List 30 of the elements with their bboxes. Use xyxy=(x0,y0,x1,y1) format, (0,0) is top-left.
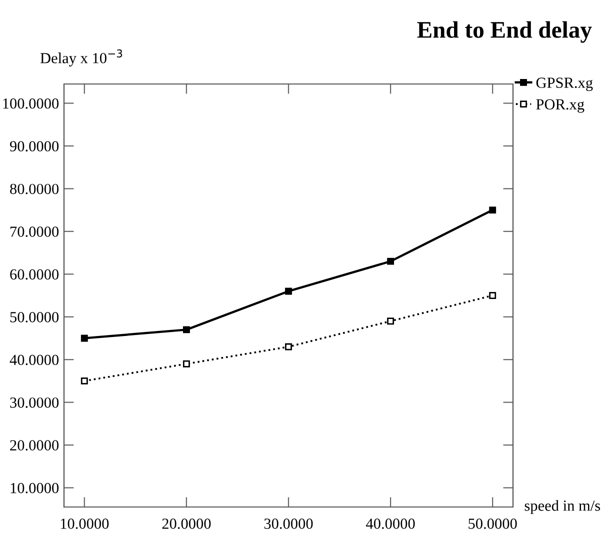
point xyxy=(285,343,292,350)
y-tick-label: 90.0000 xyxy=(10,141,59,152)
point xyxy=(387,318,394,325)
y-tick-label: 60.0000 xyxy=(10,269,59,280)
point xyxy=(387,258,394,265)
point xyxy=(80,334,88,342)
x-tick-label: 40.0000 xyxy=(366,518,415,529)
chart-title: End to End delay xyxy=(417,21,592,43)
y-tick-label: 20.0000 xyxy=(10,440,59,451)
x-tick-label: 50.0000 xyxy=(468,518,517,529)
x-axis-title: speed in m/s xyxy=(524,500,600,514)
legend-label: GPSR.xg xyxy=(536,78,593,92)
x-tick-label: 20.0000 xyxy=(162,518,211,529)
y-tick-label: 50.0000 xyxy=(10,312,59,322)
x-tick-label: 30.0000 xyxy=(264,518,313,529)
point xyxy=(489,206,496,214)
y-tick-label: 10.0000 xyxy=(10,482,59,494)
y-tick-label: 40.0000 xyxy=(10,354,59,366)
y-tick-label: 100.0000 xyxy=(3,98,59,109)
x-tick-label: 10.0000 xyxy=(60,518,109,529)
point xyxy=(182,360,190,368)
point xyxy=(182,326,190,334)
y-tick-label: 70.0000 xyxy=(10,226,59,237)
y-axis-title: Delay x 10$^{−3}$ xyxy=(40,49,122,66)
point xyxy=(285,288,292,295)
legend-label: POR.xg xyxy=(536,99,584,113)
y-tick-label: 80.0000 xyxy=(10,184,59,194)
y-tick-label: 30.0000 xyxy=(10,397,59,408)
point xyxy=(80,377,88,384)
point xyxy=(489,292,496,299)
